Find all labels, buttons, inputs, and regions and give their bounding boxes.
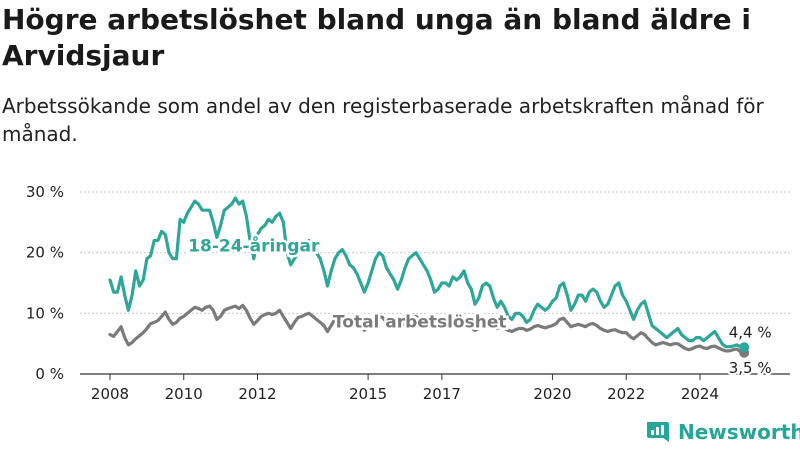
y-tick-label: 0 %: [35, 365, 64, 383]
series-line-total: [108, 303, 746, 355]
x-tick-label: 2017: [423, 385, 461, 403]
series-label-youth: 18-24-åringar: [188, 234, 320, 256]
newsworthy-logo: Newsworthy: [646, 420, 800, 444]
series-label-total: Total arbetslöshet: [333, 312, 507, 332]
x-axis: 2008 2010 2012 2015 2017 2020 2022 2024: [91, 374, 719, 403]
y-tick-label: 20 %: [26, 244, 64, 262]
chart-subtitle: Arbetssökande som andel av den registerb…: [2, 94, 764, 146]
x-tick-label: 2022: [607, 385, 645, 403]
y-tick-label: 10 %: [26, 304, 64, 322]
gridlines: 0 % 10 % 20 % 30 %: [26, 183, 790, 383]
x-tick-label: 2024: [681, 385, 719, 403]
newsworthy-logo-icon: [647, 422, 669, 442]
end-point-youth: [739, 342, 750, 353]
x-tick-label: 2020: [533, 385, 571, 403]
y-tick-label: 30 %: [26, 183, 64, 201]
line-chart: 0 % 10 % 20 % 30 % 2008 2010 2012 2015 2017 2020…: [26, 183, 790, 403]
chart-title: Högre arbetslöshet bland unga än bland ä…: [2, 3, 751, 72]
x-tick-label: 2015: [349, 385, 387, 403]
series-labels: 3,5 % Total arbetslöshet 4,4 % 18-24-åringa…: [186, 232, 774, 379]
x-tick-label: 2012: [238, 385, 276, 403]
end-value-label-total: 3,5 %: [729, 359, 772, 377]
brand-name: Newsworthy: [678, 420, 800, 444]
x-tick-label: 2010: [165, 385, 203, 403]
series-line-youth: [108, 196, 746, 349]
end-value-label-youth: 4,4 %: [729, 323, 772, 341]
series-lines: [108, 196, 750, 358]
x-tick-label: 2008: [91, 385, 129, 403]
